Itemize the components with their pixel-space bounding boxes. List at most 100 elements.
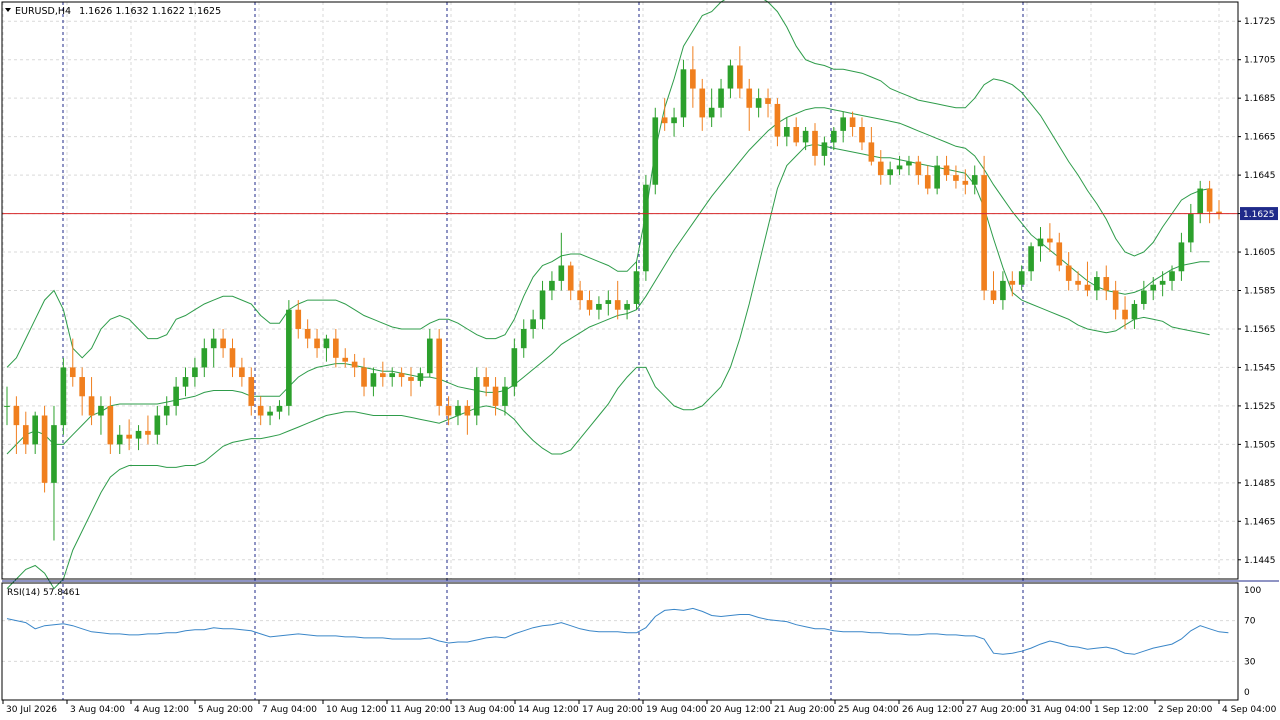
candle[interactable] [924, 165, 931, 195]
candle[interactable] [13, 396, 20, 454]
candle[interactable] [586, 290, 593, 316]
candle[interactable] [915, 155, 922, 185]
candle[interactable] [182, 367, 189, 397]
candle[interactable] [690, 46, 696, 108]
candle[interactable] [436, 328, 443, 416]
candle[interactable] [1028, 242, 1034, 281]
candle[interactable] [549, 271, 555, 301]
candle[interactable] [830, 127, 837, 151]
candle[interactable] [755, 88, 762, 118]
candle[interactable] [1178, 232, 1185, 281]
candle[interactable] [4, 386, 10, 426]
candle[interactable] [502, 377, 508, 416]
candle[interactable] [22, 411, 29, 454]
price-axis[interactable]: 1.1725 1.1705 1.1685 1.1665 1.1645 1.1625 1.16… [1238, 17, 1276, 566]
candle[interactable] [304, 319, 311, 349]
candle[interactable] [1009, 271, 1016, 297]
candle[interactable] [41, 405, 48, 493]
candle[interactable] [417, 367, 424, 387]
candle[interactable] [1197, 180, 1204, 224]
candle[interactable] [361, 357, 367, 397]
candle[interactable] [840, 111, 847, 143]
candle[interactable] [1103, 265, 1110, 301]
candle[interactable] [1047, 223, 1053, 253]
candle[interactable] [821, 136, 828, 166]
candle[interactable] [1037, 227, 1044, 262]
candle[interactable] [248, 367, 255, 416]
candle[interactable] [737, 46, 743, 99]
candle[interactable] [1018, 265, 1025, 291]
candle[interactable] [492, 377, 499, 416]
candle[interactable] [1159, 271, 1166, 297]
candle[interactable] [962, 169, 969, 195]
candle[interactable] [1206, 180, 1213, 224]
candle[interactable] [163, 396, 170, 426]
candle[interactable] [389, 367, 396, 387]
candle[interactable] [126, 419, 132, 451]
candle[interactable] [633, 261, 640, 310]
candle[interactable] [408, 367, 414, 397]
candle[interactable] [333, 328, 339, 368]
candle[interactable] [1150, 277, 1157, 301]
candle[interactable] [229, 338, 236, 378]
candle[interactable] [1131, 300, 1138, 329]
candle[interactable] [1216, 200, 1222, 220]
candle[interactable] [596, 296, 602, 320]
candle[interactable] [464, 400, 471, 435]
candle[interactable] [32, 411, 39, 454]
candle[interactable] [1065, 252, 1072, 291]
candle[interactable] [286, 300, 292, 416]
candle[interactable] [859, 117, 865, 151]
candle[interactable] [220, 328, 226, 358]
candle[interactable] [699, 78, 706, 131]
candle[interactable] [154, 405, 161, 445]
candle[interactable] [511, 338, 518, 397]
candle[interactable] [1056, 232, 1063, 272]
candle[interactable] [1122, 296, 1128, 329]
candle[interactable] [370, 367, 377, 397]
candle[interactable] [276, 400, 283, 420]
candle[interactable] [1141, 280, 1147, 310]
candle[interactable] [877, 150, 884, 185]
candle[interactable] [314, 328, 320, 358]
candle[interactable] [210, 328, 217, 368]
candle[interactable] [558, 232, 565, 291]
candle[interactable] [981, 155, 987, 301]
candle[interactable] [1075, 271, 1081, 291]
candle[interactable] [473, 367, 480, 426]
candle[interactable] [1112, 280, 1119, 320]
candle[interactable] [718, 78, 724, 118]
candle[interactable] [455, 400, 461, 426]
candle[interactable] [567, 261, 574, 301]
candle[interactable] [906, 155, 912, 176]
candle[interactable] [953, 165, 959, 189]
candle[interactable] [765, 88, 771, 118]
candle[interactable] [295, 300, 302, 339]
candle[interactable] [483, 367, 489, 397]
time-axis[interactable]: 30 Jul 2026 3 Aug 04:00 4 Aug 12:00 5 Aug 2… [2, 700, 1277, 715]
candle[interactable] [1094, 271, 1100, 301]
candle[interactable] [239, 357, 245, 387]
candle[interactable] [671, 107, 677, 137]
candle[interactable] [934, 155, 940, 195]
candle[interactable] [990, 271, 997, 304]
candle[interactable] [577, 280, 583, 310]
candle[interactable] [896, 155, 903, 176]
candle[interactable] [69, 338, 76, 387]
candle[interactable] [624, 300, 630, 320]
candle[interactable] [868, 127, 875, 166]
candle[interactable] [661, 98, 668, 131]
candle[interactable] [398, 367, 405, 387]
candle[interactable] [539, 280, 546, 329]
candle[interactable] [51, 405, 57, 541]
candle[interactable] [1084, 261, 1091, 297]
candle[interactable] [107, 396, 114, 454]
candle[interactable] [530, 309, 536, 339]
candle[interactable] [802, 127, 809, 151]
candle[interactable] [605, 290, 612, 316]
candle[interactable] [614, 280, 621, 320]
candle[interactable] [351, 353, 358, 378]
candle[interactable] [680, 59, 687, 128]
candle[interactable] [1169, 265, 1175, 291]
